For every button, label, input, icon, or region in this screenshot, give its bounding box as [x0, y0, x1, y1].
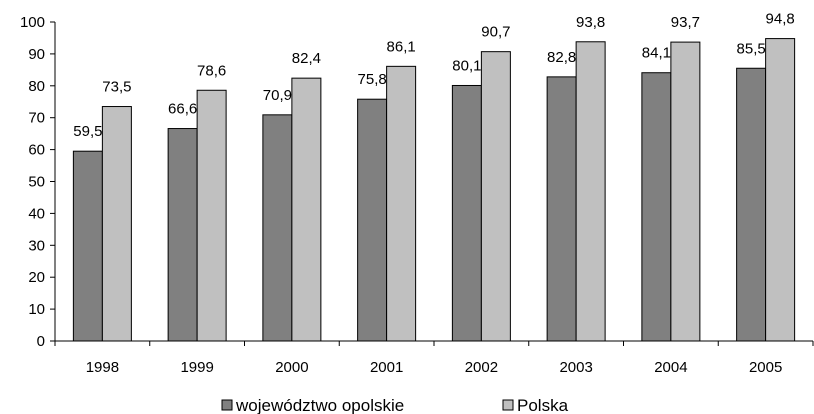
bar-polska-2005 — [765, 38, 796, 342]
data-label: 82,8 — [547, 49, 576, 66]
bar-polska-1998 — [101, 106, 132, 342]
x-tick-label: 2003 — [559, 359, 592, 376]
x-axis: 1998 1999 2000 2001 2002 2003 2004 2005 — [54, 340, 814, 376]
legend: województwo opolskie Polska — [221, 396, 569, 414]
x-tick-label: 2002 — [465, 359, 498, 376]
bar-wojewodztwo-opolskie-2002 — [451, 84, 482, 342]
data-label: 84,1 — [642, 45, 671, 62]
y-tick-label: 80 — [28, 78, 45, 95]
bar-wojewodztwo-opolskie-2004 — [641, 72, 672, 342]
bar-wojewodztwo-opolskie-2003 — [546, 76, 577, 342]
y-axis: 0 10 20 30 40 50 60 70 80 90 100 — [20, 14, 56, 350]
legend-label: Polska — [517, 396, 569, 414]
legend-swatch-wojewodztwo-opolskie — [221, 399, 233, 411]
legend-label: województwo opolskie — [235, 396, 404, 414]
x-tick-label: 2001 — [370, 359, 403, 376]
data-label: 73,5 — [102, 79, 131, 96]
y-tick-label: 10 — [28, 301, 45, 318]
data-label: 59,5 — [73, 123, 102, 140]
y-tick-label: 60 — [28, 142, 45, 159]
bar-polska-2004 — [670, 41, 701, 342]
data-label: 94,8 — [766, 11, 795, 28]
bars — [72, 38, 796, 342]
y-tick-label: 50 — [28, 174, 45, 191]
data-label: 82,4 — [292, 50, 321, 67]
y-tick-label: 40 — [28, 205, 45, 222]
x-tick-label: 2004 — [654, 359, 687, 376]
y-tick-label: 30 — [28, 237, 45, 254]
legend-swatch-polska — [502, 399, 514, 411]
x-tick-label: 2005 — [749, 359, 782, 376]
x-tick-label: 2000 — [275, 359, 308, 376]
bar-wojewodztwo-opolskie-2005 — [736, 67, 767, 342]
x-tick-label: 1998 — [86, 359, 119, 376]
bar-wojewodztwo-opolskie-1998 — [72, 150, 103, 342]
y-tick-label: 20 — [28, 269, 45, 286]
bar-polska-2003 — [575, 41, 606, 342]
bar-polska-2000 — [291, 77, 322, 342]
data-label: 85,5 — [737, 40, 766, 57]
data-label: 80,1 — [452, 57, 481, 74]
bar-polska-2002 — [480, 51, 511, 342]
data-label: 90,7 — [481, 24, 510, 41]
data-label: 86,1 — [387, 38, 416, 55]
bar-wojewodztwo-opolskie-2001 — [357, 98, 388, 342]
y-tick-label: 100 — [20, 14, 45, 31]
y-tick-label: 0 — [37, 333, 45, 350]
data-label: 93,7 — [671, 14, 700, 31]
data-label: 93,8 — [576, 14, 605, 31]
y-tick-label: 90 — [28, 46, 45, 63]
data-label: 78,6 — [197, 62, 226, 79]
bar-wojewodztwo-opolskie-2000 — [262, 114, 293, 342]
x-tick-label: 1999 — [180, 359, 213, 376]
y-tick-label: 70 — [28, 110, 45, 127]
bar-polska-2001 — [386, 65, 417, 342]
data-labels: 59,5 73,5 66,6 78,6 70,9 82,4 75,886,1 80,190,7… — [73, 11, 794, 141]
data-label: 70,9 — [263, 87, 292, 104]
bar-polska-1999 — [196, 89, 227, 342]
bar-wojewodztwo-opolskie-1999 — [167, 128, 198, 342]
data-label: 66,6 — [168, 101, 197, 118]
data-label: 75,8 — [358, 71, 387, 88]
